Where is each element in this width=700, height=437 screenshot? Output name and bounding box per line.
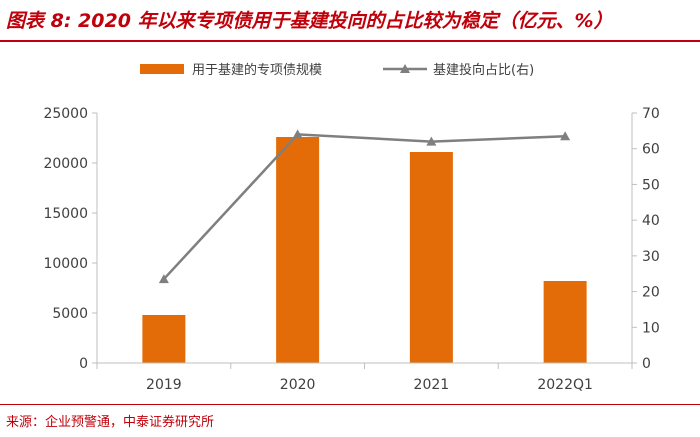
x-tick-label: 2019 xyxy=(146,377,182,393)
line-point-2019 xyxy=(158,274,169,284)
bars xyxy=(142,137,587,363)
x-tick-label: 2021 xyxy=(414,377,450,393)
y-tick-label-right: 10 xyxy=(642,320,660,336)
source-rule xyxy=(0,404,700,405)
legend-bar-swatch xyxy=(140,64,184,74)
line-point-2022Q1 xyxy=(560,131,571,141)
y-tick-label-right: 70 xyxy=(642,106,660,122)
figure-title: 图表 8: 2020 年以来专项债用于基建投向的占比较为稳定（亿元、%） xyxy=(6,10,613,32)
y-tick-label-left: 25000 xyxy=(43,106,88,122)
y-tick-label-left: 0 xyxy=(79,356,88,372)
bar-2020 xyxy=(276,137,320,363)
legend-bar-label: 用于基建的专项债规模 xyxy=(192,62,322,78)
legend-line-label: 基建投向占比(右) xyxy=(433,62,534,78)
bar-2021 xyxy=(409,152,453,363)
x-tick-label: 2020 xyxy=(280,377,316,393)
y-tick-label-right: 0 xyxy=(642,356,651,372)
y-tick-label-right: 60 xyxy=(642,142,660,158)
combo-chart: 用于基建的专项债规模 基建投向占比(右) 0500010000150002000… xyxy=(43,62,659,393)
line-point-2021 xyxy=(426,136,437,146)
y-tick-label-left: 5000 xyxy=(52,306,88,322)
source-note: 来源：企业预警通，中泰证券研究所 xyxy=(6,415,215,430)
y-tick-label-right: 30 xyxy=(642,249,660,265)
bar-2019 xyxy=(142,315,186,363)
y-tick-label-left: 20000 xyxy=(43,156,88,172)
title-rule xyxy=(0,40,700,42)
line-path xyxy=(162,133,566,280)
y-tick-label-left: 15000 xyxy=(43,206,88,222)
x-tick-label: 2022Q1 xyxy=(537,377,593,393)
line-point-2020 xyxy=(292,129,303,139)
legend: 用于基建的专项债规模 基建投向占比(右) xyxy=(140,62,534,78)
y-tick-label-right: 20 xyxy=(642,285,660,301)
y-tick-label-right: 50 xyxy=(642,177,660,193)
legend-line-marker xyxy=(400,64,410,73)
y-tick-label-left: 10000 xyxy=(43,256,88,272)
y-tick-label-right: 40 xyxy=(642,213,660,229)
axes: 0 5000 10000 15000 20000 25000 0 10 20 30 40 50 60 70… xyxy=(43,106,659,393)
bar-2022Q1 xyxy=(543,281,587,363)
line-series xyxy=(158,129,571,284)
